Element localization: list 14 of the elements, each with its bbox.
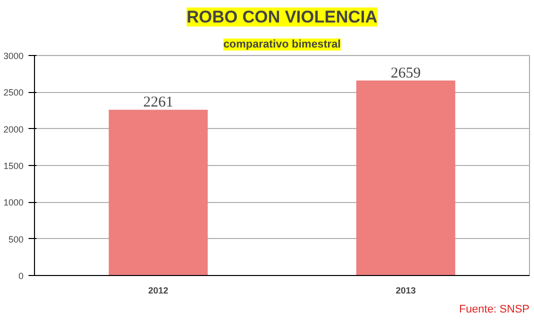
y-tick-label: 0 [18,271,24,281]
y-tick-label: 2000 [3,124,24,134]
x-tick-label: 2013 [396,286,416,296]
y-tick-label: 3000 [3,51,24,61]
y-tick-label: 500 [8,234,24,244]
chart-title: ROBO CON VIOLENCIA [186,8,378,26]
y-tick-label: 2500 [3,88,24,98]
chart-subtitle: comparativo bimestral [223,38,341,50]
y-tick-label: 1000 [3,198,24,208]
source-note: Fuente: SNSP [459,304,530,316]
data-label: 2261 [143,94,174,111]
data-label: 2659 [390,66,421,82]
x-tick-label: 2012 [148,286,168,296]
y-tick-label: 1500 [3,161,24,171]
